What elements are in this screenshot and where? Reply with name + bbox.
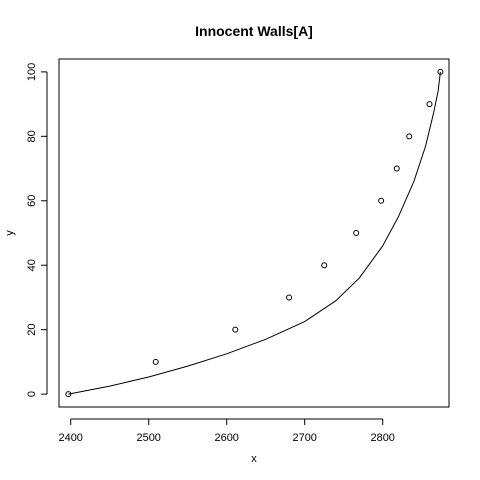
data-point [378, 197, 385, 204]
data-point [321, 262, 328, 269]
data-points [65, 68, 444, 398]
x-axis-label: x [251, 453, 257, 465]
data-point [65, 391, 72, 398]
data-point [353, 230, 360, 236]
data-point [286, 294, 293, 301]
x-tick-label: 2800 [370, 432, 394, 444]
y-tick-label: 80 [26, 130, 38, 142]
fitted-curve [68, 71, 441, 395]
chart-title: Innocent Walls[A] [195, 23, 313, 39]
data-point [426, 101, 433, 108]
y-tick-label: 40 [26, 259, 38, 271]
x-tick-label: 2400 [58, 432, 82, 444]
data-point [437, 68, 444, 75]
y-axis-label: y [4, 230, 16, 236]
x-tick-label: 2500 [136, 432, 160, 444]
y-tick-label: 100 [26, 63, 38, 81]
data-point [152, 358, 159, 365]
data-point [406, 133, 413, 140]
x-axis: 2400 2500 2600 2700 2800 [58, 418, 395, 444]
data-point [232, 326, 239, 333]
y-tick-label: 0 [26, 391, 38, 397]
x-tick-label: 2600 [214, 432, 238, 444]
x-tick-label: 2700 [292, 432, 316, 444]
plot-frame [58, 58, 450, 408]
y-tick-label: 20 [26, 324, 38, 336]
y-tick-label: 60 [26, 195, 38, 207]
data-point [393, 165, 400, 172]
y-axis: 0 20 40 60 80 100 [26, 63, 48, 397]
